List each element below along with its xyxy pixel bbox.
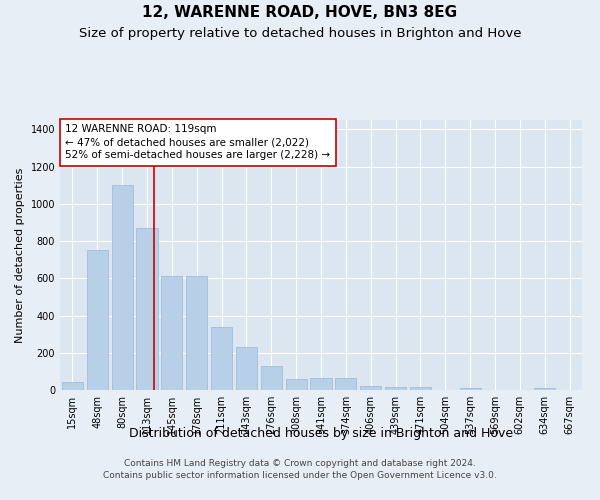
- Text: 12, WARENNE ROAD, HOVE, BN3 8EG: 12, WARENNE ROAD, HOVE, BN3 8EG: [142, 5, 458, 20]
- Bar: [136, 228, 158, 390]
- Bar: [261, 366, 282, 390]
- Bar: [62, 382, 83, 390]
- Bar: [236, 347, 257, 390]
- Bar: [460, 388, 481, 390]
- Bar: [186, 276, 207, 390]
- Bar: [410, 387, 431, 390]
- Bar: [385, 387, 406, 390]
- Bar: [112, 185, 133, 390]
- Bar: [335, 378, 356, 390]
- Bar: [286, 379, 307, 390]
- Text: Contains HM Land Registry data © Crown copyright and database right 2024.
Contai: Contains HM Land Registry data © Crown c…: [103, 458, 497, 480]
- Text: 12 WARENNE ROAD: 119sqm
← 47% of detached houses are smaller (2,022)
52% of semi: 12 WARENNE ROAD: 119sqm ← 47% of detache…: [65, 124, 331, 160]
- Bar: [87, 250, 108, 390]
- Text: Size of property relative to detached houses in Brighton and Hove: Size of property relative to detached ho…: [79, 28, 521, 40]
- Bar: [310, 378, 332, 390]
- Bar: [211, 326, 232, 390]
- Text: Distribution of detached houses by size in Brighton and Hove: Distribution of detached houses by size …: [129, 428, 513, 440]
- Bar: [360, 386, 381, 390]
- Bar: [534, 388, 555, 390]
- Y-axis label: Number of detached properties: Number of detached properties: [15, 168, 25, 342]
- Bar: [161, 276, 182, 390]
